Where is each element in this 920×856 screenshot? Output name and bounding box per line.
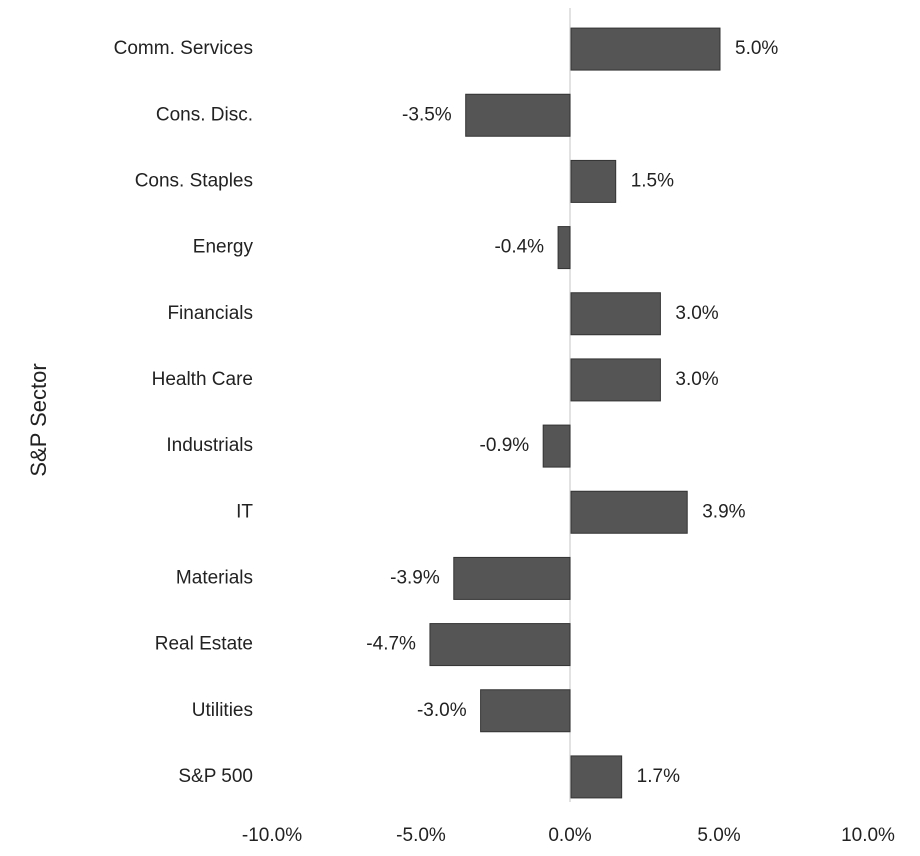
bar: [570, 27, 721, 71]
y-axis-label: S&P Sector: [26, 363, 51, 476]
x-tick-label: -5.0%: [396, 825, 446, 846]
x-tick-label: -10.0%: [242, 825, 302, 846]
y-tick-label: Industrials: [166, 435, 253, 456]
bar: [542, 424, 571, 468]
y-tick-label: Energy: [193, 237, 254, 258]
value-label: 1.7%: [637, 766, 680, 787]
y-tick-label: S&P 500: [178, 766, 253, 787]
bar: [570, 490, 688, 534]
value-label: -0.9%: [480, 435, 530, 456]
bar: [429, 623, 571, 667]
y-tick-label: Health Care: [152, 369, 253, 390]
y-tick-label: Materials: [176, 567, 253, 588]
x-tick-label: 5.0%: [697, 825, 740, 846]
bar: [453, 556, 571, 600]
bar: [570, 159, 617, 203]
value-label: -3.9%: [390, 567, 440, 588]
x-tick-label: 0.0%: [548, 825, 591, 846]
y-tick-label: Cons. Staples: [135, 170, 253, 191]
y-tick-label: Utilities: [192, 700, 253, 721]
value-label: -4.7%: [366, 634, 416, 655]
y-tick-label: Cons. Disc.: [156, 104, 253, 125]
value-label: 3.9%: [702, 501, 745, 522]
y-tick-label: IT: [236, 501, 253, 522]
bar: [570, 292, 661, 336]
y-tick-label: Real Estate: [155, 634, 253, 655]
y-tick-label: Financials: [167, 303, 253, 324]
value-label: -0.4%: [494, 237, 544, 258]
x-tick-label: 10.0%: [841, 825, 895, 846]
bar: [465, 93, 571, 137]
value-label: 3.0%: [675, 303, 718, 324]
bar: [557, 226, 571, 270]
value-label: 3.0%: [675, 369, 718, 390]
value-label: -3.0%: [417, 700, 467, 721]
value-label: 1.5%: [631, 170, 674, 191]
bar: [480, 689, 571, 733]
y-tick-label: Comm. Services: [114, 38, 253, 59]
bar: [570, 755, 623, 799]
bar: [570, 358, 661, 402]
value-label: -3.5%: [402, 104, 452, 125]
value-label: 5.0%: [735, 38, 778, 59]
